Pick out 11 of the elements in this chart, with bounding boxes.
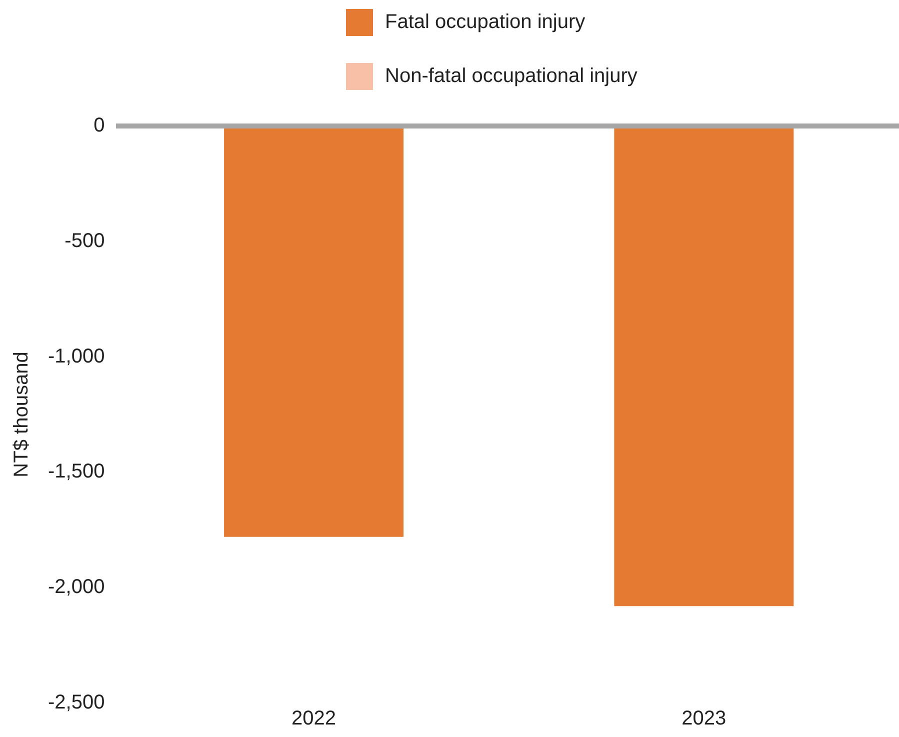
legend-label: Non-fatal occupational injury xyxy=(385,64,638,88)
x-tick-label: 2022 xyxy=(292,708,336,730)
x-tick-label: 2023 xyxy=(682,708,726,730)
legend-label: Fatal occupation injury xyxy=(385,10,586,34)
y-tick-label: -1,500 xyxy=(48,460,105,483)
y-tick-label: -1,000 xyxy=(48,345,105,368)
y-tick-label: -2,500 xyxy=(48,692,105,714)
y-tick-label: -2,000 xyxy=(48,576,105,598)
y-axis-title: NT$ thousand xyxy=(10,352,33,478)
y-tick-label: 0 xyxy=(94,114,105,137)
y-tick-label: -500 xyxy=(64,230,105,252)
